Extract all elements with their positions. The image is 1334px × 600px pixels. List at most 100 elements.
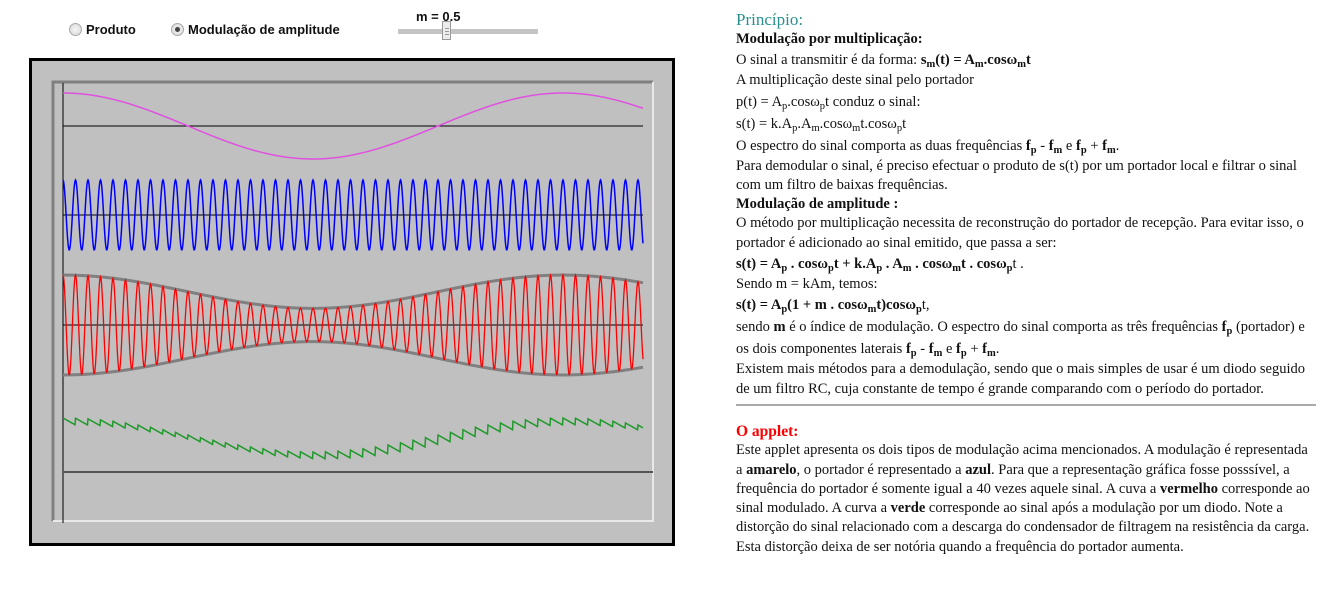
text-segment: t <box>1012 256 1017 273</box>
text-segment: O espectro do sinal comporta as duas fre… <box>736 137 1026 154</box>
text-segment: , <box>925 297 930 314</box>
text-segment: t . cosω <box>961 256 1007 273</box>
text-segment: p <box>781 304 788 316</box>
text-segment: f <box>1102 137 1107 154</box>
text-segment: corresponde ao sinal modulado. A curva a <box>736 480 1310 517</box>
paragraph: s(t) = Ap . cosωpt + k.Ap . Am . cosωmt … <box>736 253 1316 275</box>
text-segment: t <box>902 115 907 132</box>
text-segment: m <box>952 263 962 275</box>
text-segment: (1 + m . cosω <box>787 297 868 314</box>
panel-border-light <box>53 82 654 522</box>
text-segment: m <box>1053 144 1063 156</box>
text-segment: verde <box>890 500 926 517</box>
text-segment: (portador) e os dois componentes laterai… <box>736 319 1305 358</box>
radio-modulacao-amplitude[interactable]: Modulação de amplitude <box>171 22 340 37</box>
text-segment: O sinal a transmitir é da forma: <box>736 52 921 69</box>
applet-title: O applet: <box>736 422 799 440</box>
text-segment: . cosω <box>787 256 828 273</box>
text-segment: f <box>1048 137 1054 154</box>
text-segment: t conduz o sinal: <box>825 93 921 110</box>
text-segment: s(t) = A <box>736 256 782 273</box>
plot-panel <box>52 81 653 521</box>
text-segment: .cosω <box>787 93 820 110</box>
text-segment: m <box>852 122 861 134</box>
section-title: Princípio: <box>736 10 804 29</box>
slider-thumb[interactable] <box>441 21 451 40</box>
carrier-trace <box>62 178 644 251</box>
text-segment: m <box>974 59 984 71</box>
text-segment: . cosω <box>911 256 953 273</box>
text-segment: p(t) = A <box>736 93 783 110</box>
paragraph: p(t) = Ap.cosωpt conduz o sinal: <box>736 91 1316 113</box>
radio-circle[interactable] <box>171 23 184 36</box>
text-segment: f <box>1025 137 1031 154</box>
demodulated-trace <box>62 416 644 460</box>
text-segment: t <box>1025 52 1031 69</box>
text-segment: (t) = A <box>935 52 975 69</box>
divider <box>736 403 1316 406</box>
text-segment: m <box>867 304 877 316</box>
text-segment: . <box>995 341 1000 358</box>
text-segment: p <box>915 304 922 316</box>
text-segment: m <box>933 348 943 360</box>
applet-paragraph: Este applet apresenta os dois tipos de m… <box>736 441 1316 557</box>
text-segment: O método por multiplicação necessita de … <box>736 215 1304 251</box>
text-segment: Modulação por multiplicação: <box>736 31 923 47</box>
paragraph: Modulação por multiplicação: <box>736 30 1316 49</box>
panel-border-dark <box>51 80 653 521</box>
text-segment: p <box>782 100 788 112</box>
text-segment: p <box>876 263 883 275</box>
m-slider[interactable] <box>398 21 538 40</box>
paragraph: Existem mais métodos para a demodulação,… <box>736 360 1316 399</box>
paragraph: O sinal a transmitir é da forma: sm(t) =… <box>736 49 1316 71</box>
radio-produto[interactable]: Produto <box>69 22 136 37</box>
text-segment: - <box>1036 137 1049 154</box>
text-segment: m <box>1017 59 1026 71</box>
text-segment: m <box>902 263 912 275</box>
text-segment: p <box>910 348 917 360</box>
text-segment: s <box>920 52 927 69</box>
text-segment: f <box>1075 137 1081 154</box>
text-segment: . <box>1016 256 1024 273</box>
paragraph: sendo m é o índice de modulação. O espec… <box>736 316 1316 360</box>
text-segment: .cosω <box>983 52 1018 69</box>
text-segment: p <box>827 263 834 275</box>
text-segment: m <box>986 348 996 360</box>
text-segment: .cosω <box>819 115 853 132</box>
text-segment: , o portador é representado a <box>796 461 966 478</box>
text-segment: p <box>792 122 798 134</box>
text-segment: f <box>905 341 911 358</box>
text-segment: f <box>928 341 934 358</box>
radio-circle[interactable] <box>69 23 82 36</box>
paragraph: O método por multiplicação necessita de … <box>736 214 1316 253</box>
text-segment: p <box>819 100 826 112</box>
text-segment: Sendo m = kAm, temos: <box>736 276 878 293</box>
explanation-panel: Princípio: Modulação por multiplicação: O… <box>736 9 1316 557</box>
plot-canvas <box>29 58 675 546</box>
text-segment: e <box>1062 137 1076 154</box>
text-segment: vermelho <box>1159 480 1218 497</box>
text-segment: p <box>1080 144 1087 156</box>
text-segment: . Para que a representação gráfica fosse… <box>736 461 1290 497</box>
paragraph: Sendo m = kAm, temos: <box>736 275 1316 294</box>
text-segment: m <box>1106 144 1116 156</box>
principle-paragraphs: Modulação por multiplicação: O sinal a tr… <box>736 30 1316 399</box>
text-segment: m <box>926 59 936 71</box>
envelope-lower <box>63 340 644 377</box>
envelope-upper <box>63 273 644 310</box>
text-segment: f <box>982 341 987 358</box>
text-segment: p <box>1006 263 1013 275</box>
text-segment: Este applet apresenta os dois tipos de m… <box>736 442 1308 478</box>
text-segment: p <box>781 263 788 275</box>
text-segment: . A <box>882 256 903 273</box>
text-segment: é o índice de modulação. O espectro do s… <box>785 319 1222 336</box>
modulated-trace <box>62 272 644 376</box>
text-segment: e <box>942 341 956 358</box>
text-segment: m <box>773 319 786 336</box>
paragraph: O espectro do sinal comporta as duas fre… <box>736 135 1316 157</box>
text-segment: f <box>956 341 961 358</box>
text-segment: Existem mais métodos para a demodulação,… <box>736 361 1306 397</box>
text-segment: + <box>1086 137 1103 154</box>
paragraph: A multiplicação deste sinal pelo portado… <box>736 71 1316 90</box>
message-signal-trace <box>63 92 644 160</box>
